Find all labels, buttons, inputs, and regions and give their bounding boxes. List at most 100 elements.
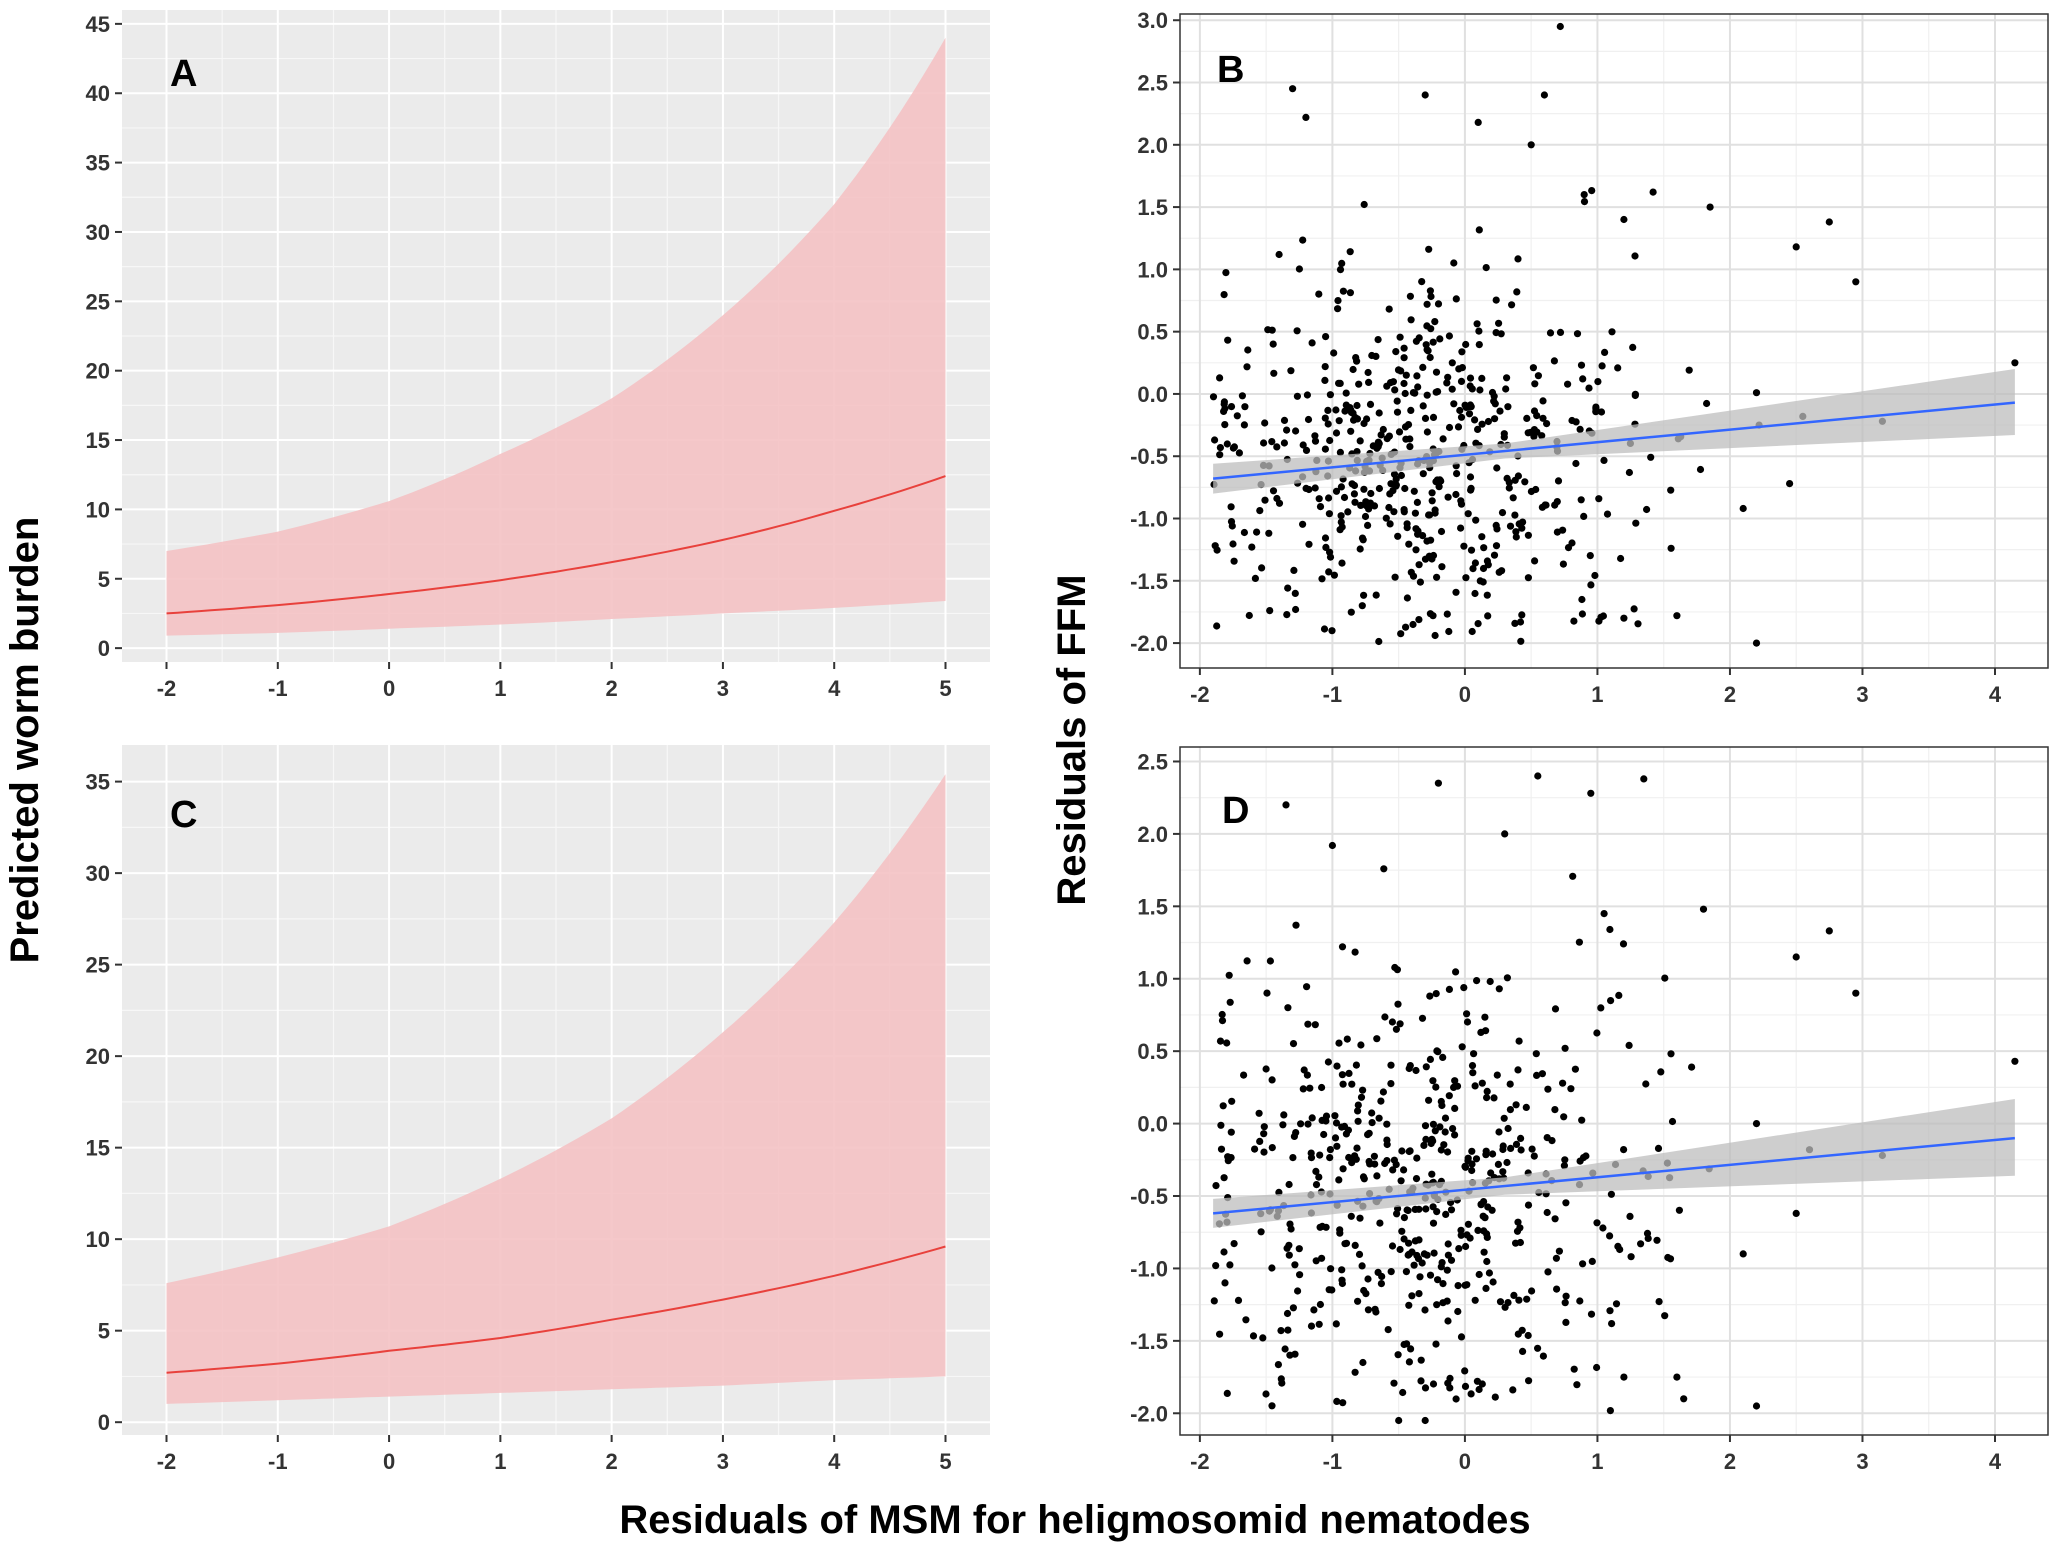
data-point bbox=[1365, 505, 1373, 513]
data-point bbox=[1588, 187, 1596, 195]
data-point bbox=[1260, 1148, 1268, 1156]
data-point bbox=[1543, 1208, 1551, 1217]
data-point bbox=[1468, 1062, 1477, 1070]
data-point bbox=[1752, 639, 1761, 647]
data-point bbox=[1410, 1261, 1418, 1269]
data-point bbox=[1370, 502, 1379, 510]
data-point bbox=[1441, 1128, 1449, 1136]
data-point bbox=[1304, 415, 1313, 424]
data-point bbox=[1543, 420, 1551, 428]
data-point bbox=[1392, 1025, 1400, 1033]
data-point bbox=[1290, 566, 1298, 575]
data-point bbox=[1599, 1224, 1607, 1232]
data-point bbox=[1529, 364, 1537, 372]
data-point bbox=[1330, 571, 1338, 579]
data-point bbox=[1607, 997, 1615, 1005]
data-point bbox=[1351, 1368, 1359, 1376]
data-point bbox=[1392, 348, 1400, 356]
data-point bbox=[1528, 1145, 1536, 1153]
data-point bbox=[1225, 971, 1233, 979]
y-tick-label: 35 bbox=[86, 151, 110, 176]
data-point bbox=[1445, 423, 1454, 432]
data-point bbox=[1512, 528, 1520, 536]
data-point bbox=[1280, 416, 1289, 424]
data-point bbox=[1562, 1318, 1570, 1326]
fit-line bbox=[1213, 401, 2015, 480]
y-tick-label: 10 bbox=[86, 497, 110, 522]
data-point bbox=[1318, 575, 1326, 583]
data-point bbox=[1292, 605, 1300, 614]
data-point bbox=[1410, 487, 1418, 495]
y-tick-label: -0.5 bbox=[1130, 444, 1168, 469]
data-point bbox=[1443, 1297, 1451, 1305]
data-point bbox=[1400, 1235, 1408, 1243]
data-point bbox=[1275, 250, 1283, 259]
data-point bbox=[1285, 1180, 1293, 1189]
x-tick-label: -2 bbox=[1190, 1449, 1210, 1474]
data-point bbox=[1227, 1128, 1235, 1136]
data-point bbox=[1444, 1317, 1452, 1325]
data-point bbox=[1235, 449, 1243, 457]
data-point bbox=[1434, 300, 1443, 308]
data-point bbox=[1490, 1094, 1498, 1102]
data-point bbox=[1538, 432, 1546, 440]
data-point bbox=[1434, 388, 1442, 396]
data-point bbox=[1427, 536, 1435, 544]
data-point bbox=[2011, 359, 2019, 367]
data-point bbox=[1445, 985, 1453, 994]
data-point bbox=[1452, 968, 1460, 976]
data-point bbox=[1351, 1152, 1359, 1160]
data-point bbox=[1603, 510, 1612, 518]
y-tick-label: 0.5 bbox=[1137, 1039, 1168, 1064]
data-point bbox=[1315, 495, 1323, 503]
data-point bbox=[1592, 403, 1600, 411]
data-point bbox=[1243, 957, 1251, 965]
y-tick-label: 20 bbox=[86, 1044, 110, 1069]
data-point bbox=[1553, 498, 1561, 506]
data-point bbox=[1457, 524, 1465, 532]
data-point bbox=[1312, 1167, 1320, 1175]
data-point bbox=[1444, 1251, 1452, 1259]
panel-b-residuals-scatter: -2 -1 0 1 2 3 4 -2.0 -1.5 -1.0 -0.5 0.0 0.5 1.0 1.5 2.0… bbox=[1130, 8, 2049, 707]
data-point bbox=[1406, 1062, 1414, 1070]
data-point bbox=[1495, 985, 1503, 993]
data-point bbox=[1664, 1253, 1672, 1262]
data-point bbox=[1504, 1124, 1512, 1133]
data-point bbox=[1277, 1327, 1285, 1335]
data-point bbox=[1248, 543, 1256, 551]
data-point bbox=[1524, 531, 1532, 539]
data-point bbox=[1474, 1226, 1482, 1234]
data-point bbox=[1426, 287, 1434, 295]
data-point bbox=[1680, 1395, 1688, 1403]
y-tick-label: 15 bbox=[86, 1136, 110, 1161]
data-point bbox=[1600, 456, 1608, 464]
data-point bbox=[1470, 1050, 1478, 1058]
data-point bbox=[1406, 443, 1414, 451]
data-point bbox=[1331, 1134, 1340, 1142]
data-point bbox=[1356, 545, 1364, 553]
data-point bbox=[1330, 349, 1338, 357]
data-point bbox=[1289, 1304, 1297, 1312]
data-point bbox=[1268, 1264, 1276, 1272]
data-point bbox=[1450, 259, 1458, 267]
data-point bbox=[1311, 1021, 1319, 1029]
data-point bbox=[1369, 442, 1377, 450]
data-point bbox=[1460, 542, 1468, 550]
data-point bbox=[1426, 1271, 1435, 1279]
data-point bbox=[1467, 1390, 1475, 1398]
x-tick-label: 1 bbox=[494, 676, 506, 701]
data-point bbox=[1378, 1272, 1386, 1281]
data-point bbox=[1631, 252, 1639, 260]
data-point bbox=[1338, 1279, 1346, 1288]
data-point bbox=[1209, 393, 1218, 401]
data-point bbox=[1377, 1097, 1385, 1105]
data-point bbox=[1321, 376, 1329, 384]
data-point bbox=[1261, 419, 1269, 427]
data-point bbox=[1457, 1333, 1466, 1341]
data-point bbox=[1627, 1253, 1635, 1261]
data-point bbox=[1311, 432, 1319, 440]
data-point bbox=[1437, 1097, 1445, 1106]
data-point bbox=[1230, 1240, 1238, 1248]
data-point bbox=[1325, 510, 1333, 518]
data-point bbox=[1431, 506, 1439, 514]
